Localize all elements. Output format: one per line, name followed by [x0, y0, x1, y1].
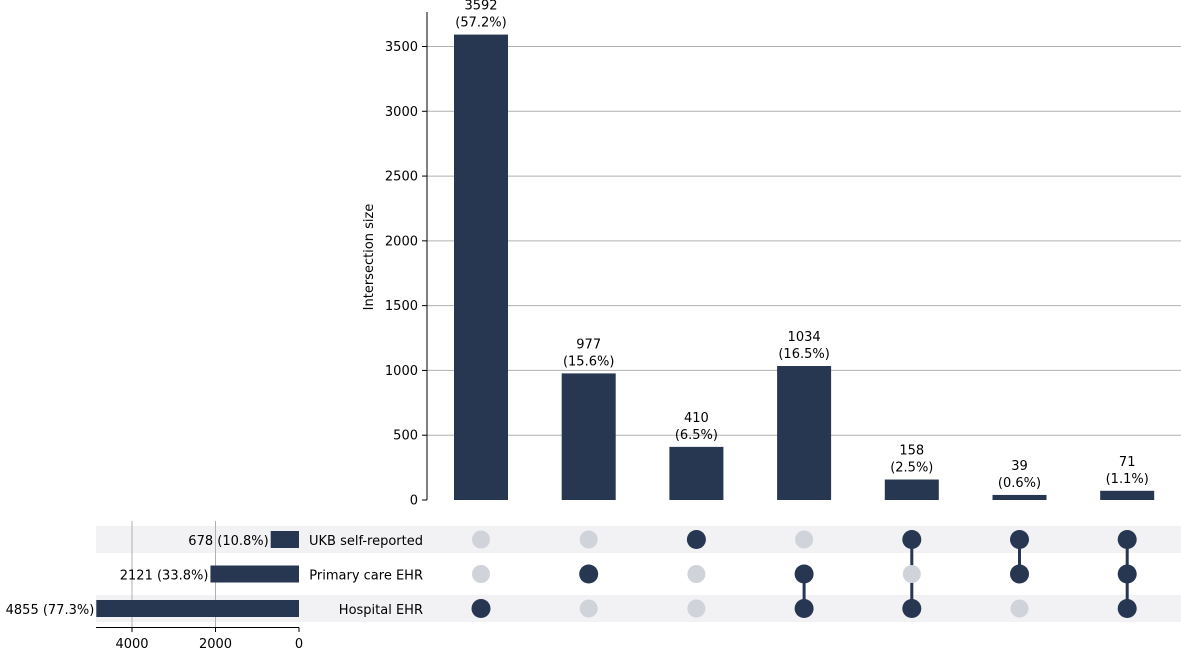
set-size-axis: 4000 2000 0: [96, 627, 303, 651]
y-tick-label: 2500: [385, 170, 418, 185]
set-name-label: Hospital EHR: [339, 603, 423, 618]
intersection-percent-label: (15.6%): [563, 354, 614, 369]
matrix-dot-inactive: [579, 530, 598, 549]
set-size-tick-label: 2000: [199, 637, 232, 651]
y-tick-label: 3000: [385, 105, 418, 120]
intersection-percent-label: (6.5%): [675, 428, 718, 443]
matrix-dot-active: [1010, 530, 1029, 549]
y-tick-label: 1500: [385, 299, 418, 314]
y-tick-label: 2000: [385, 234, 418, 249]
set-size-label: 4855 (77.3%): [6, 603, 95, 618]
y-tick-label: 0: [410, 494, 418, 509]
intersection-bar: [454, 34, 508, 500]
matrix-dot-inactive: [902, 565, 921, 583]
matrix-dot-active: [471, 599, 491, 618]
intersection-bar: [1100, 490, 1155, 500]
intersection-bar: [992, 494, 1047, 500]
set-size-bars: 678 (10.8%) 2121 (33.8%) 4855 (77.3%): [6, 531, 300, 618]
matrix-dot-active: [1117, 530, 1137, 549]
intersection-count-label: 39: [1011, 459, 1028, 474]
y-axis: 0 500 1000 1500 2000 2500 3000 3500: [385, 12, 428, 509]
set-size-tick-label: 4000: [115, 637, 148, 651]
y-tick-label: 3500: [385, 40, 418, 55]
y-tick-label: 1000: [385, 364, 418, 379]
intersection-bar-labels: 3592 (57.2%) 977 (15.6%) 410 (6.5%) 1034 (16.5%…: [455, 0, 1149, 491]
membership-matrix: [471, 530, 1137, 618]
matrix-dot-active: [579, 564, 599, 584]
intersection-percent-label: (57.2%): [455, 16, 506, 31]
matrix-dot-active: [686, 530, 706, 549]
intersection-percent-label: (1.1%): [1106, 472, 1149, 487]
intersection-bar: [561, 373, 616, 500]
matrix-dot-active: [794, 564, 814, 584]
intersection-count-label: 158: [899, 444, 924, 459]
set-name-labels: UKB self-reported Primary care EHR Hospita…: [309, 534, 423, 618]
intersection-bars: [454, 34, 1155, 500]
intersection-bar: [669, 446, 724, 500]
matrix-dot-active: [1010, 564, 1029, 584]
matrix-dot-inactive: [472, 530, 490, 549]
intersection-percent-label: (16.5%): [778, 347, 829, 362]
matrix-dot-inactive: [795, 530, 814, 549]
intersection-count-label: 977: [576, 337, 601, 352]
intersection-count-label: 3592: [464, 0, 497, 14]
matrix-dot-inactive: [579, 599, 598, 618]
set-size-label: 678 (10.8%): [188, 534, 268, 549]
y-axis-label: Intersection size: [362, 204, 377, 311]
matrix-dot-inactive: [687, 565, 706, 583]
intersection-count-label: 71: [1119, 455, 1136, 470]
matrix-dot-inactive: [472, 565, 490, 583]
matrix-dot-active: [1117, 599, 1137, 618]
y-tick-label: 500: [393, 429, 418, 444]
intersection-percent-label: (0.6%): [998, 476, 1041, 491]
matrix-stripes: [96, 526, 1181, 622]
intersection-percent-label: (2.5%): [890, 461, 933, 476]
matrix-dot-active: [794, 599, 814, 618]
matrix-dot-inactive: [1010, 599, 1029, 618]
intersection-bar: [777, 366, 832, 500]
set-name-label: Primary care EHR: [309, 569, 423, 584]
intersection-count-label: 1034: [788, 330, 821, 345]
matrix-dot-inactive: [687, 599, 706, 618]
matrix-dot-active: [1117, 564, 1137, 584]
set-size-bar: [96, 600, 300, 617]
set-size-label: 2121 (33.8%): [120, 569, 209, 584]
set-name-label: UKB self-reported: [309, 534, 423, 549]
y-gridlines: [427, 46, 1181, 436]
intersection-bar: [884, 479, 939, 500]
set-size-bar: [210, 565, 299, 583]
matrix-dot-active: [902, 530, 922, 549]
set-size-tick-label: 0: [295, 637, 303, 651]
intersection-count-label: 410: [684, 411, 709, 426]
set-size-bar: [270, 531, 299, 548]
matrix-dot-active: [902, 599, 922, 618]
